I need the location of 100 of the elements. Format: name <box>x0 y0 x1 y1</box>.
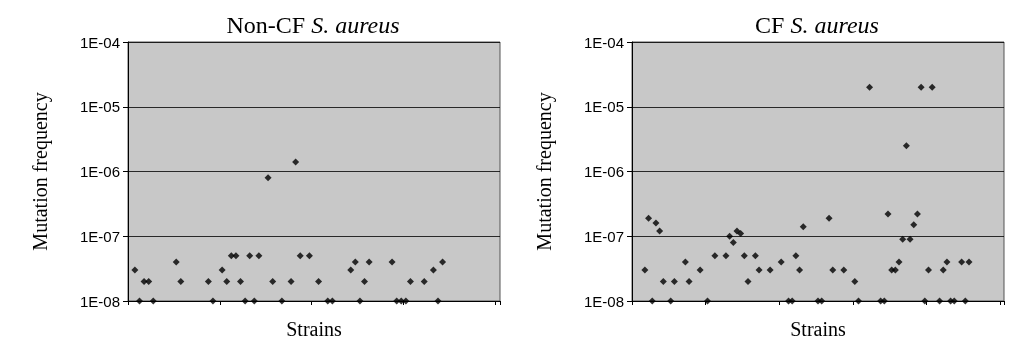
point <box>792 252 800 260</box>
point <box>434 297 442 305</box>
point <box>777 258 785 266</box>
y-tick-label: 1E-04 <box>583 33 624 51</box>
point <box>921 297 929 305</box>
point <box>840 266 848 274</box>
point <box>278 297 286 305</box>
point <box>681 258 689 266</box>
point <box>652 219 660 227</box>
point <box>799 223 807 231</box>
y-tick-label: 1E-08 <box>79 292 120 310</box>
point <box>936 297 944 305</box>
point <box>269 278 277 286</box>
point <box>825 214 833 222</box>
point <box>755 266 763 274</box>
point <box>729 239 737 247</box>
point <box>135 297 143 305</box>
point <box>645 214 653 222</box>
point <box>305 252 313 260</box>
point <box>928 83 936 91</box>
point <box>685 278 693 286</box>
point <box>131 266 139 274</box>
point <box>388 258 396 266</box>
point <box>296 252 304 260</box>
x-axis-title: Strains <box>286 318 342 340</box>
chart-title: Non-CF S. aureus <box>226 12 400 38</box>
y-tick-label: 1E-07 <box>583 227 624 245</box>
point <box>406 278 414 286</box>
point <box>895 258 903 266</box>
point <box>726 232 734 240</box>
y-tick-label: 1E-05 <box>79 98 120 116</box>
point <box>965 258 973 266</box>
point <box>766 266 774 274</box>
point <box>402 297 410 305</box>
y-tick-label: 1E-05 <box>583 98 624 116</box>
point <box>172 258 180 266</box>
point <box>648 297 656 305</box>
point <box>439 258 447 266</box>
point <box>659 278 667 286</box>
point <box>429 266 437 274</box>
point <box>704 297 712 305</box>
y-tick-label: 1E-06 <box>583 163 624 180</box>
point <box>939 266 947 274</box>
point <box>292 158 300 166</box>
point <box>365 258 373 266</box>
point <box>751 252 759 260</box>
point <box>829 266 837 274</box>
point <box>796 266 804 274</box>
point <box>177 278 185 286</box>
point <box>696 266 704 274</box>
point <box>961 297 969 305</box>
point <box>906 235 914 243</box>
point <box>287 278 295 286</box>
point <box>237 278 245 286</box>
point <box>656 227 664 235</box>
point <box>722 252 730 260</box>
point <box>250 297 258 305</box>
point <box>855 297 863 305</box>
point <box>913 210 921 218</box>
point <box>884 210 892 218</box>
y-tick-label: 1E-04 <box>79 33 120 51</box>
point <box>818 297 826 305</box>
point <box>670 278 678 286</box>
point <box>351 258 359 266</box>
point <box>232 252 240 260</box>
point <box>711 252 719 260</box>
x-axis-title: Strains <box>790 318 846 340</box>
point <box>924 266 932 274</box>
y-tick-label: 1E-07 <box>79 227 120 245</box>
point <box>149 297 157 305</box>
point <box>737 230 745 238</box>
point <box>209 297 217 305</box>
point <box>145 278 153 286</box>
point <box>866 83 874 91</box>
y-tick-label: 1E-08 <box>583 292 624 310</box>
point <box>356 297 364 305</box>
point <box>641 266 649 274</box>
point <box>223 278 231 286</box>
point <box>246 252 254 260</box>
point <box>943 258 951 266</box>
point <box>315 278 323 286</box>
point <box>328 297 336 305</box>
point <box>255 252 263 260</box>
y-axis-title: Mutation frequency <box>533 92 556 251</box>
point <box>910 221 918 229</box>
point <box>740 252 748 260</box>
point <box>667 297 675 305</box>
point <box>902 142 910 150</box>
point <box>851 278 859 286</box>
point <box>420 278 428 286</box>
point <box>264 174 272 182</box>
y-axis-title: Mutation frequency <box>29 92 52 251</box>
point <box>347 266 355 274</box>
chart-title: CF S. aureus <box>755 12 879 38</box>
point <box>204 278 212 286</box>
point <box>218 266 226 274</box>
y-tick-label: 1E-06 <box>79 163 120 180</box>
point <box>899 235 907 243</box>
point <box>917 83 925 91</box>
point <box>241 297 249 305</box>
